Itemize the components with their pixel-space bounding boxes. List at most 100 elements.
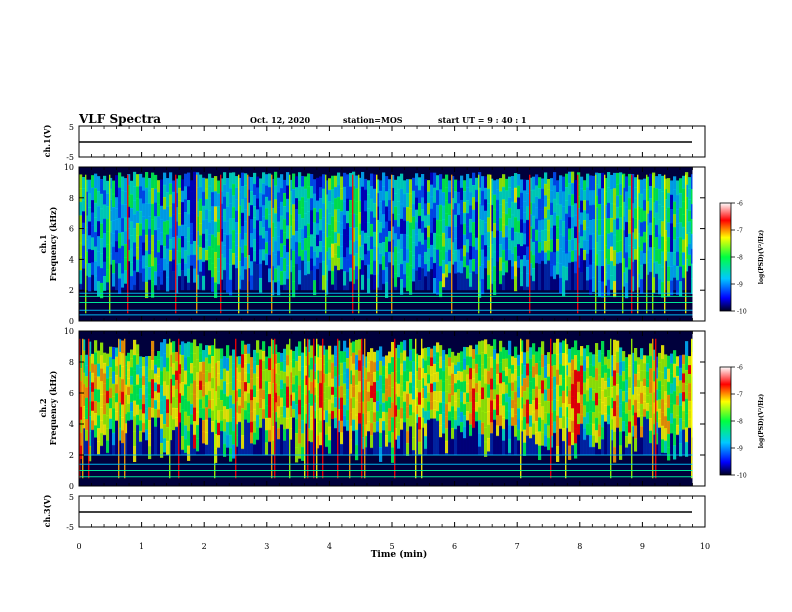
spectrogram-cell <box>499 425 503 455</box>
spectrogram-cell <box>214 376 218 392</box>
spectrogram-cell <box>427 248 431 261</box>
spectrogram-cell <box>523 416 527 431</box>
spectrogram-cell <box>367 361 371 373</box>
spectrogram-cell <box>241 172 245 187</box>
spectrogram-cell <box>142 413 146 424</box>
spectrogram-cell <box>646 379 650 388</box>
spectrogram-cell <box>574 226 578 239</box>
spectrogram-cell <box>373 422 377 433</box>
spectrogram-burst <box>88 338 90 479</box>
spectrogram-cell <box>586 423 590 436</box>
spectrogram-cell <box>568 251 572 264</box>
spectrogram-cell <box>505 419 509 455</box>
spectrogram-cell <box>235 245 239 258</box>
spectrogram-cell <box>382 255 386 271</box>
start-time-label: start UT = 9 : 40 : 1 <box>438 115 527 125</box>
spectrogram-cell <box>589 352 593 365</box>
spectrogram-cell <box>94 388 98 402</box>
spectrogram-cell <box>607 279 611 296</box>
spectrogram-cell <box>481 205 485 221</box>
spectrogram-cell <box>346 186 350 200</box>
spectrogram-burst <box>109 174 111 314</box>
spectrogram-cell <box>547 437 551 451</box>
spectrogram-cell <box>430 409 434 419</box>
spectrogram-cell <box>331 284 335 291</box>
spectrogram-cell <box>622 431 626 455</box>
spectrogram-cell <box>679 251 683 267</box>
spectrogram-cell <box>517 408 521 420</box>
spectrogram-cell <box>100 208 104 224</box>
spectrogram-cell <box>643 393 647 402</box>
spectrogram-cell <box>424 215 428 229</box>
freq-tick-label: 8 <box>69 194 74 203</box>
spectrogram-cell <box>265 405 269 419</box>
spectrogram-cell <box>652 247 656 263</box>
spectrogram-cell <box>676 208 680 224</box>
spectrogram-cell <box>277 395 281 407</box>
spectrogram-cell <box>571 205 575 218</box>
spectrogram-cell <box>277 221 281 237</box>
spectrogram-cell <box>415 258 419 271</box>
spectrogram-cell <box>418 404 422 418</box>
spectrogram-cell <box>427 410 431 421</box>
spectrogram-cell <box>85 386 89 399</box>
spectrogram-cell <box>574 355 578 371</box>
spectrogram-cell <box>559 342 563 354</box>
spectrogram-cell <box>310 381 314 395</box>
spectrogram-cell <box>625 206 629 223</box>
spectrogram-cell <box>559 263 563 279</box>
spectrogram-cell <box>661 425 665 440</box>
spectrogram-cell <box>586 378 590 391</box>
spectrogram-cell <box>238 261 242 276</box>
spectrogram-cell <box>91 200 95 214</box>
spectrogram-cell <box>433 187 437 204</box>
spectrogram-cell <box>442 370 446 382</box>
spectrogram-cell <box>223 443 227 457</box>
spectrogram-cell <box>655 389 659 401</box>
spectrogram-cell <box>682 277 686 291</box>
spectrogram-cell <box>559 407 563 419</box>
spectrogram-cell <box>688 221 692 234</box>
spectrogram-cell <box>601 234 605 251</box>
spectrogram-cell <box>442 422 446 434</box>
spectrogram-cell <box>205 345 209 359</box>
spectrogram-cell <box>181 258 185 271</box>
spectrogram-cell <box>223 196 227 210</box>
spectrogram-cell <box>523 222 527 235</box>
spectrogram-cell <box>232 376 236 391</box>
spectrogram-cell <box>163 367 167 383</box>
spectrogram-cell <box>340 257 344 270</box>
spectrogram-cell <box>235 233 239 246</box>
spectrogram-cell <box>472 378 476 389</box>
spectrogram-cell <box>241 354 245 369</box>
spectrogram-cell <box>184 250 188 264</box>
spectrogram-cell <box>238 413 242 423</box>
spectrogram-cell <box>79 201 83 216</box>
spectrogram-cell <box>184 224 188 239</box>
spectrogram-cell <box>451 187 455 199</box>
spectrogram-cell <box>298 355 302 372</box>
spectrogram-cell <box>580 236 584 249</box>
spectrogram-cell <box>484 441 488 457</box>
spectrogram-cell <box>130 235 134 250</box>
spectrogram-cell <box>334 254 338 267</box>
spectrogram-cell <box>292 384 296 394</box>
spectrogram-cell <box>556 203 560 217</box>
spectrogram-cell <box>346 259 350 273</box>
spectrogram-cell <box>616 373 620 385</box>
spectrogram-cell <box>157 417 161 455</box>
spectrogram-cell <box>559 175 563 191</box>
spectrogram-cell <box>181 224 185 237</box>
spectrogram-cell <box>457 249 461 262</box>
spectrogram-cell <box>121 176 125 191</box>
spectrogram-cell <box>277 192 281 208</box>
spectrogram-cell <box>436 352 440 363</box>
spectrogram-cell <box>355 214 359 228</box>
spectrogram-cell <box>676 385 680 396</box>
spectrogram-cell <box>187 227 191 242</box>
spectrogram-cell <box>292 204 296 221</box>
spectrogram-burst <box>127 174 129 314</box>
spectrogram-cell <box>115 208 119 220</box>
spectrogram-cell <box>586 280 590 291</box>
spectrogram-cell <box>88 386 92 402</box>
